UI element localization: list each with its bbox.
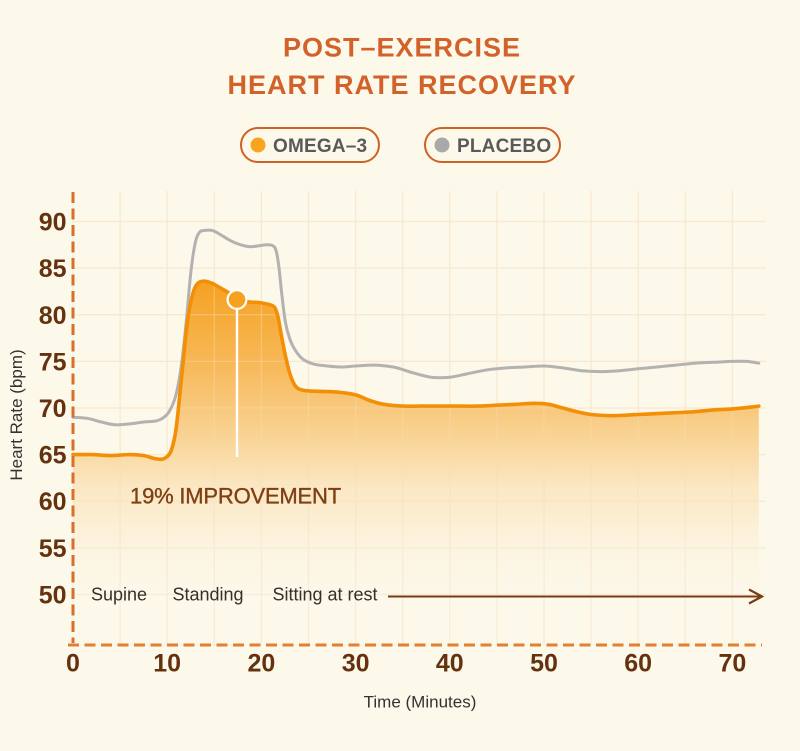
svg-text:80: 80 xyxy=(39,302,67,330)
svg-text:75: 75 xyxy=(39,348,67,376)
svg-text:40: 40 xyxy=(436,650,464,678)
svg-text:20: 20 xyxy=(247,650,275,678)
svg-text:70: 70 xyxy=(718,650,746,678)
svg-text:HEART RATE RECOVERY: HEART RATE RECOVERY xyxy=(227,70,576,100)
svg-text:65: 65 xyxy=(39,442,67,470)
svg-text:85: 85 xyxy=(39,255,67,283)
svg-text:Sitting at rest: Sitting at rest xyxy=(272,585,377,605)
svg-text:70: 70 xyxy=(39,395,67,423)
svg-text:55: 55 xyxy=(39,535,67,563)
svg-text:19% IMPROVEMENT: 19% IMPROVEMENT xyxy=(130,484,341,509)
svg-text:Supine: Supine xyxy=(91,585,147,605)
svg-text:60: 60 xyxy=(624,650,652,678)
svg-text:Time (Minutes): Time (Minutes) xyxy=(364,693,477,712)
svg-text:50: 50 xyxy=(530,650,558,678)
svg-text:60: 60 xyxy=(39,488,67,516)
svg-text:Standing: Standing xyxy=(172,585,243,605)
svg-text:OMEGA–3: OMEGA–3 xyxy=(273,136,367,157)
svg-text:10: 10 xyxy=(153,650,181,678)
svg-text:30: 30 xyxy=(342,650,370,678)
svg-text:POST–EXERCISE: POST–EXERCISE xyxy=(283,33,521,63)
svg-text:50: 50 xyxy=(39,582,67,610)
svg-text:90: 90 xyxy=(39,209,67,237)
svg-text:PLACEBO: PLACEBO xyxy=(457,136,551,157)
svg-text:0: 0 xyxy=(66,650,80,678)
svg-text:Heart Rate (bpm): Heart Rate (bpm) xyxy=(7,349,26,480)
